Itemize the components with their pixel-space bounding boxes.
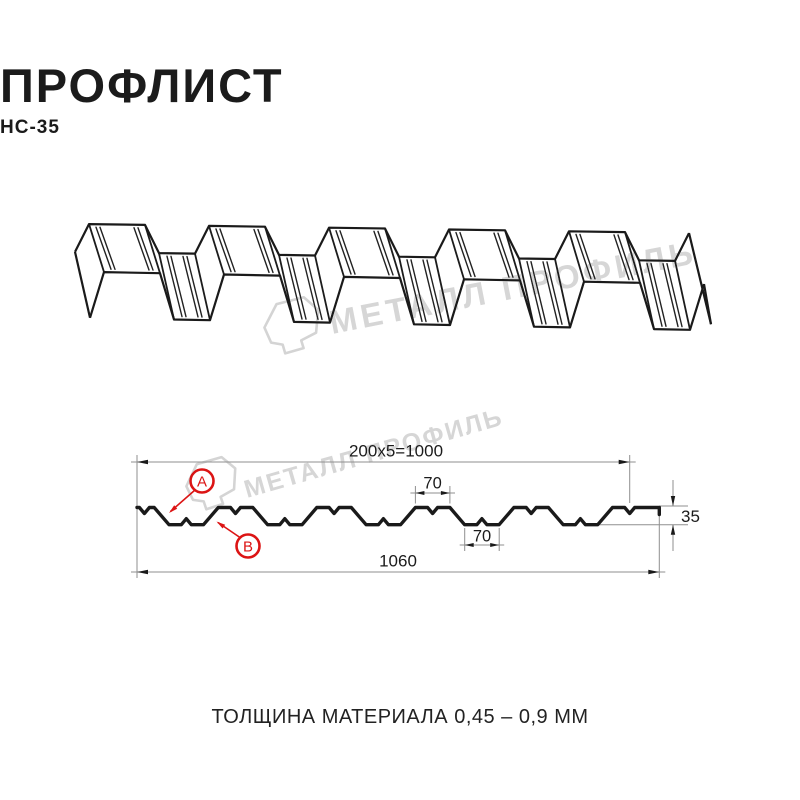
valley-width-dimension-label: 70 [473, 528, 491, 546]
total-width-dimension-label: 1060 [379, 552, 417, 571]
profile-3d-view [73, 223, 713, 331]
dimension-arrows [137, 459, 676, 575]
callout-b-letter: B [243, 539, 253, 556]
material-thickness-note: ТОЛЩИНА МАТЕРИАЛА 0,45 – 0,9 ММ [211, 706, 589, 728]
profile-outline [135, 505, 661, 527]
page-title: ПРОФЛИСТ [0, 59, 284, 112]
profile-section-drawing: 200x5=1000 70 70 35 1060 A B [131, 442, 700, 578]
crest-width-dimension-label: 70 [423, 475, 441, 493]
profile-model-subtitle: НС-35 [0, 117, 60, 138]
dimension-texts: 200x5=1000 70 70 35 1060 [349, 442, 700, 571]
callout-b: B [216, 521, 261, 559]
rib-height-dimension-label: 35 [681, 507, 700, 526]
callout-a: A [169, 468, 215, 513]
working-width-dimension-label: 200x5=1000 [349, 442, 443, 461]
callout-a-letter: A [197, 474, 207, 491]
